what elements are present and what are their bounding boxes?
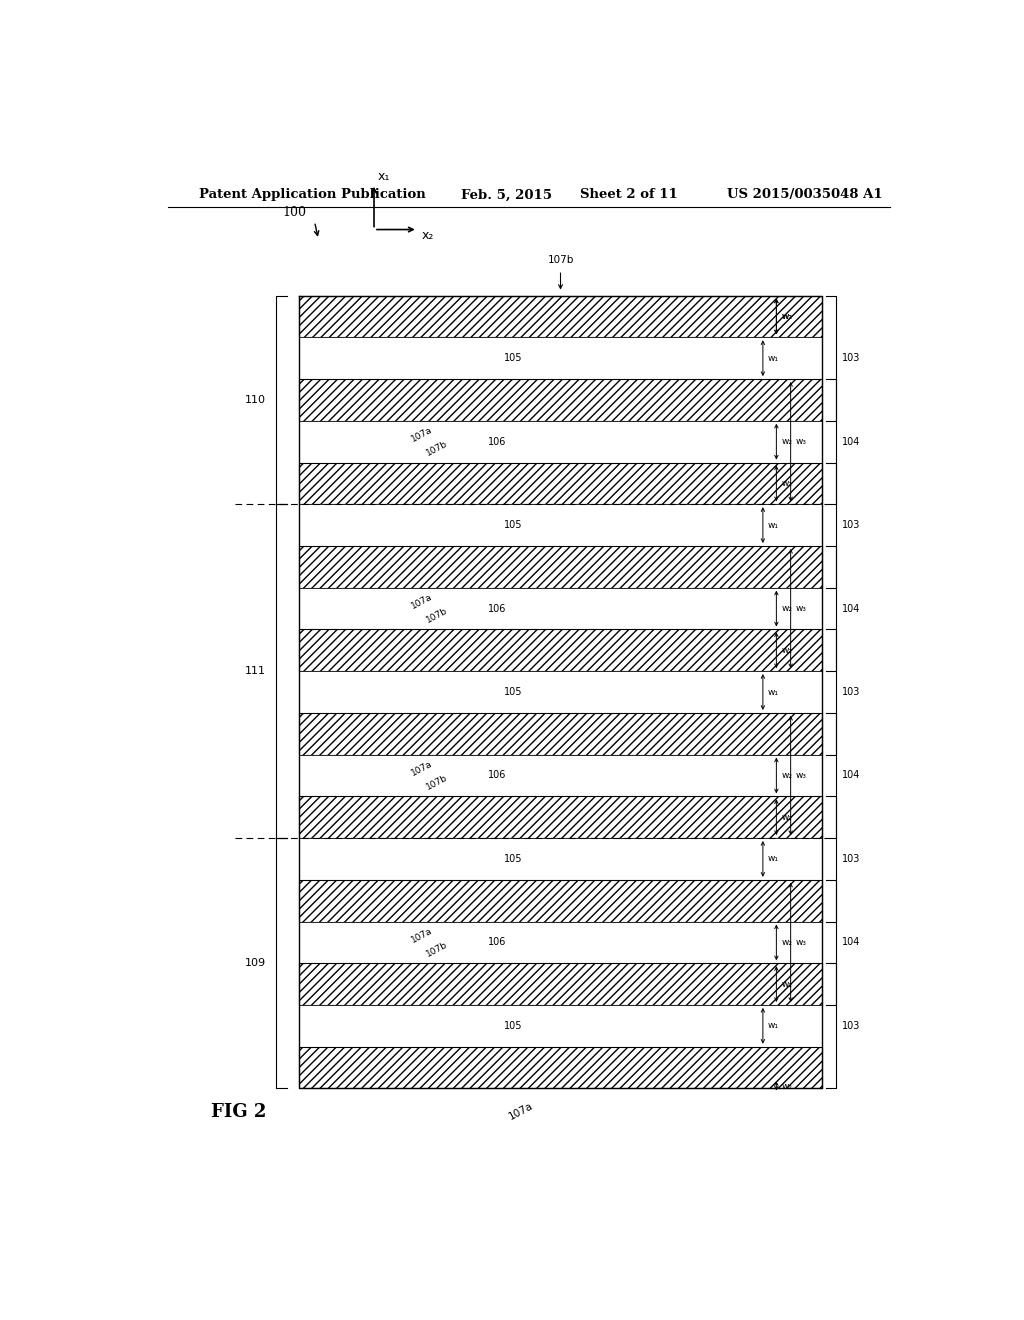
Bar <box>299 1005 822 1047</box>
Bar <box>299 671 822 713</box>
Text: Feb. 5, 2015: Feb. 5, 2015 <box>461 189 552 202</box>
Text: w₂: w₂ <box>781 645 793 655</box>
Text: w₁: w₁ <box>768 520 778 529</box>
Text: x₁: x₁ <box>378 170 390 183</box>
Text: w₂: w₂ <box>781 605 793 612</box>
Bar <box>299 338 822 379</box>
Text: 105: 105 <box>504 520 522 531</box>
Text: 106: 106 <box>487 937 506 948</box>
Text: 105: 105 <box>504 1020 522 1031</box>
Text: w₃: w₃ <box>796 605 807 612</box>
Bar <box>299 921 822 964</box>
Text: 110: 110 <box>245 395 266 405</box>
Text: x₂: x₂ <box>422 230 434 242</box>
Text: w₁: w₁ <box>768 1022 778 1031</box>
Text: w₃: w₃ <box>796 437 807 446</box>
Bar <box>299 546 822 587</box>
Text: w₂: w₂ <box>781 771 793 780</box>
Bar <box>299 379 822 421</box>
Text: w₂: w₂ <box>781 437 793 446</box>
Text: 104: 104 <box>842 603 860 614</box>
Text: 106: 106 <box>487 437 506 446</box>
Text: 106: 106 <box>487 771 506 780</box>
Bar <box>299 713 822 755</box>
Text: 105: 105 <box>504 686 522 697</box>
Text: w₂: w₂ <box>781 312 793 321</box>
Text: w₁: w₁ <box>768 354 778 363</box>
Text: 100: 100 <box>283 206 306 219</box>
Text: 107a: 107a <box>410 925 433 945</box>
Text: 103: 103 <box>842 854 860 863</box>
Text: Patent Application Publication: Patent Application Publication <box>200 189 426 202</box>
Bar <box>299 421 822 462</box>
Text: w₂: w₂ <box>781 1082 793 1090</box>
Bar <box>299 879 822 921</box>
Text: 107b: 107b <box>425 440 450 458</box>
Text: w₂: w₂ <box>781 939 793 946</box>
Bar <box>299 504 822 546</box>
Text: 104: 104 <box>842 771 860 780</box>
Text: 107a: 107a <box>410 593 433 611</box>
Bar <box>299 964 822 1005</box>
Bar <box>299 587 822 630</box>
Text: 103: 103 <box>842 520 860 531</box>
Text: w₃: w₃ <box>796 939 807 946</box>
Text: w₂: w₂ <box>781 979 793 989</box>
Text: w₂: w₂ <box>781 312 793 321</box>
Text: 105: 105 <box>504 854 522 863</box>
Text: 107b: 107b <box>425 774 450 792</box>
Bar <box>299 755 822 796</box>
Text: 107a: 107a <box>410 425 433 444</box>
Text: w₂: w₂ <box>781 479 793 488</box>
Text: 107b: 107b <box>425 606 450 626</box>
Text: w₁: w₁ <box>768 854 778 863</box>
Text: 109: 109 <box>245 958 266 969</box>
Text: 103: 103 <box>842 354 860 363</box>
Text: w₁: w₁ <box>768 688 778 697</box>
Text: 105: 105 <box>504 354 522 363</box>
Bar <box>299 630 822 671</box>
Text: 107b: 107b <box>547 255 573 265</box>
Text: w₃: w₃ <box>796 771 807 780</box>
Text: Sheet 2 of 11: Sheet 2 of 11 <box>581 189 678 202</box>
Text: 107b: 107b <box>425 940 450 958</box>
Bar <box>299 1047 822 1089</box>
Text: 104: 104 <box>842 437 860 446</box>
Bar <box>299 838 822 879</box>
Text: 107a: 107a <box>410 759 433 777</box>
Text: w₂: w₂ <box>781 813 793 821</box>
Text: US 2015/0035048 A1: US 2015/0035048 A1 <box>727 189 883 202</box>
Bar <box>299 296 822 338</box>
Text: 111: 111 <box>245 667 266 676</box>
Text: 107a: 107a <box>507 1100 535 1121</box>
Bar <box>299 462 822 504</box>
Text: 106: 106 <box>487 603 506 614</box>
Text: 103: 103 <box>842 686 860 697</box>
Bar <box>299 796 822 838</box>
Text: 103: 103 <box>842 1020 860 1031</box>
Text: FIG 2: FIG 2 <box>211 1102 266 1121</box>
Text: 104: 104 <box>842 937 860 948</box>
